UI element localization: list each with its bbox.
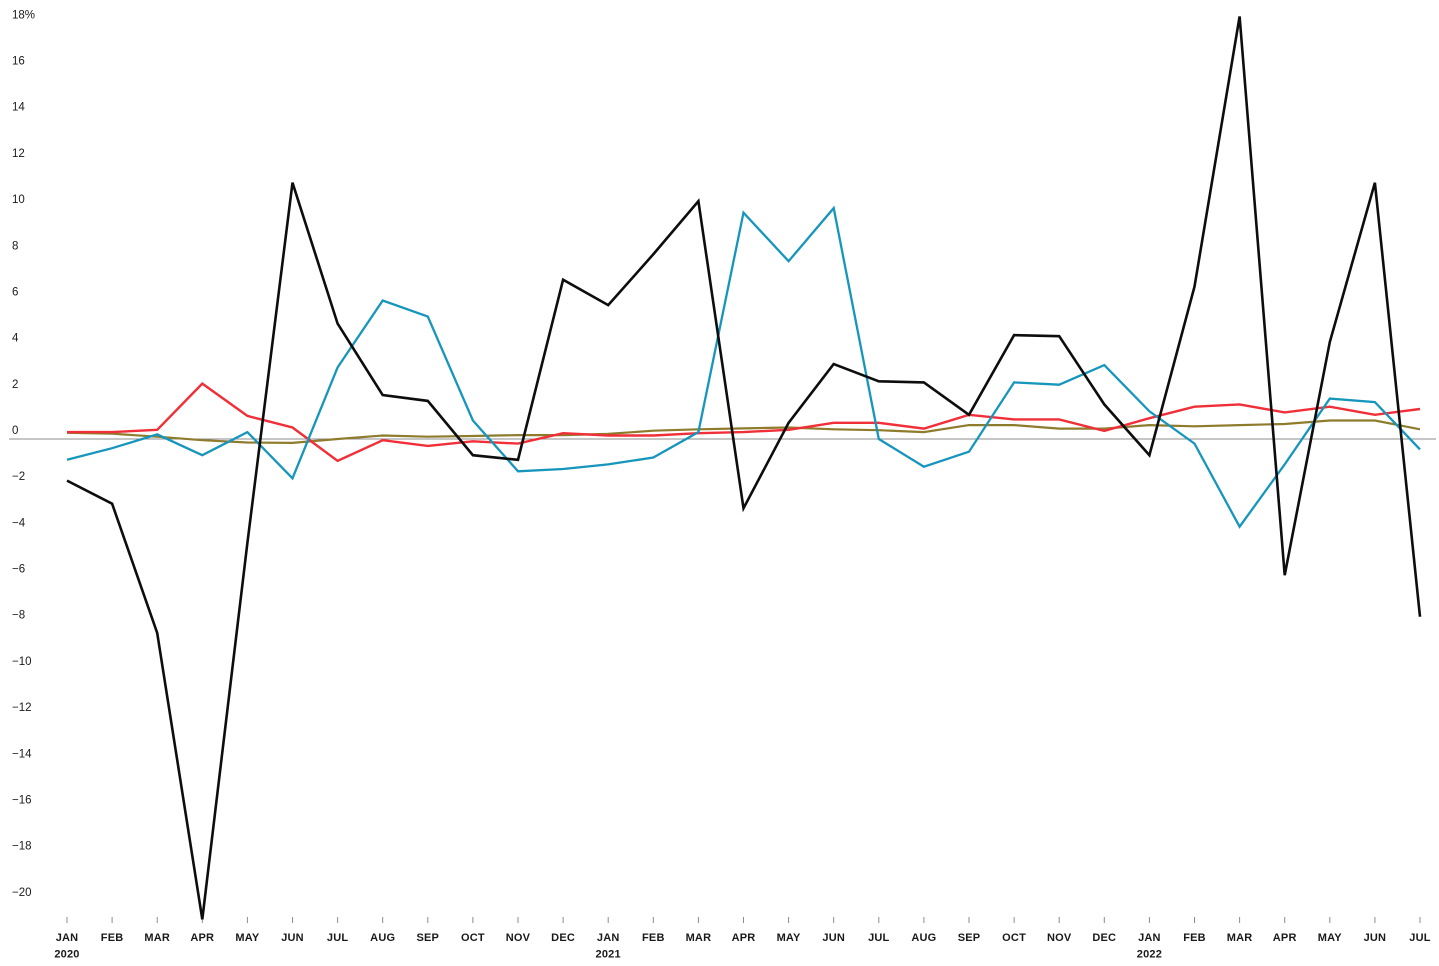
- x-axis-label: JAN: [597, 932, 620, 944]
- x-axis-label: NOV: [1047, 932, 1072, 944]
- y-axis-label: 6: [12, 286, 18, 298]
- x-axis-label: APR: [732, 932, 756, 944]
- y-axis-label: −20: [12, 887, 32, 899]
- x-axis-label: SEP: [958, 932, 981, 944]
- y-axis-label: −12: [12, 702, 32, 714]
- x-axis-year-label: 2021: [596, 949, 621, 961]
- y-axis-label: −10: [12, 656, 32, 668]
- x-axis-label: OCT: [1002, 932, 1026, 944]
- x-axis-label: FEB: [101, 932, 124, 944]
- x-axis-label: APR: [190, 932, 214, 944]
- x-axis-label: FEB: [1183, 932, 1206, 944]
- y-axis-label: 16: [12, 56, 25, 68]
- x-axis-label: MAY: [235, 932, 259, 944]
- y-axis-label: 18%: [12, 9, 35, 21]
- y-axis-label: 4: [12, 333, 19, 345]
- olive-series-line: [66, 419, 1421, 445]
- y-axis-label: −6: [12, 564, 25, 576]
- y-axis-label: −14: [12, 748, 32, 760]
- red-series-line: [67, 382, 1421, 463]
- y-axis-label: 10: [12, 194, 25, 206]
- x-axis-label: MAR: [144, 932, 170, 944]
- x-axis-label: OCT: [461, 932, 485, 944]
- x-axis-label: DEC: [551, 932, 575, 944]
- x-axis-year-label: 2020: [54, 949, 79, 961]
- y-axis-label: 14: [12, 102, 25, 114]
- x-axis-label: MAY: [1318, 932, 1342, 944]
- x-axis-label: MAY: [777, 932, 801, 944]
- x-axis-label: AUG: [370, 932, 395, 944]
- x-axis-label: JUN: [1364, 932, 1387, 944]
- x-axis-label: MAR: [1227, 932, 1253, 944]
- x-axis-label: NOV: [506, 932, 531, 944]
- x-axis-label: AUG: [911, 932, 936, 944]
- x-axis-label: JUL: [868, 932, 889, 944]
- y-axis-label: −16: [12, 794, 32, 806]
- blue-series-line: [66, 205, 1421, 529]
- x-axis-label: JAN: [1138, 932, 1161, 944]
- x-axis-label: JUN: [822, 932, 845, 944]
- y-axis-label: −2: [12, 471, 25, 483]
- x-axis-label: JUL: [327, 932, 348, 944]
- y-axis-label: −18: [12, 841, 32, 853]
- x-axis-label: APR: [1273, 932, 1297, 944]
- x-axis-year-label: 2022: [1137, 949, 1162, 961]
- y-axis-label: 0: [12, 425, 18, 437]
- y-axis-label: −8: [12, 610, 25, 622]
- x-axis-label: SEP: [416, 932, 439, 944]
- x-axis-label: JUL: [1409, 932, 1430, 944]
- x-axis-label: MAR: [686, 932, 712, 944]
- x-axis-label: FEB: [642, 932, 665, 944]
- x-axis-label: JAN: [56, 932, 79, 944]
- y-axis-label: −4: [12, 517, 26, 529]
- x-axis-label: DEC: [1092, 932, 1116, 944]
- x-axis-label: JUN: [281, 932, 304, 944]
- black-series-line: [66, 16, 1422, 920]
- y-axis-label: 8: [12, 240, 18, 252]
- y-axis-label: 12: [12, 148, 25, 160]
- y-axis-label: 2: [12, 379, 18, 391]
